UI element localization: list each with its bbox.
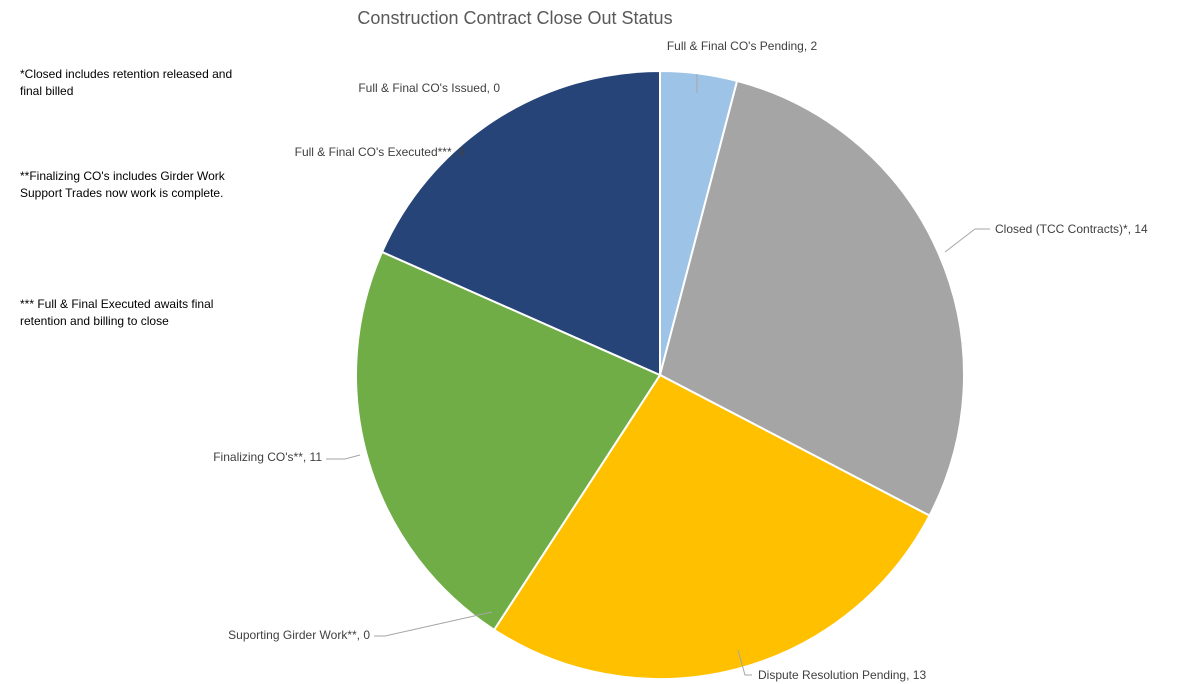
data-label: Full & Final CO's Issued, 0 <box>358 81 500 95</box>
leader-line <box>326 454 361 460</box>
footnote-executed: *** Full & Final Executed awaits final r… <box>20 297 214 328</box>
data-label: Full & Final CO's Executed***, 9 <box>295 145 466 159</box>
data-label: Full & Final CO's Pending, 2 <box>667 39 818 53</box>
pie-slice <box>658 79 965 517</box>
footnote-finalizing: **Finalizing CO's includes Girder Work S… <box>20 169 225 200</box>
pie-slice <box>355 250 662 632</box>
footnote-closed: *Closed includes retention released and … <box>20 67 233 98</box>
pie-slice <box>492 373 931 680</box>
data-label: Dispute Resolution Pending, 13 <box>758 668 926 682</box>
leader-line <box>944 228 990 253</box>
data-label: Finalizing CO's**, 11 <box>213 450 322 464</box>
leader-line <box>737 649 752 676</box>
data-label: Suporting Girder Work**, 0 <box>228 628 370 642</box>
data-label: Closed (TCC Contracts)*, 14 <box>995 222 1148 236</box>
chart-title: Construction Contract Close Out Status <box>357 8 673 28</box>
pie-slice <box>380 69 661 377</box>
leader-line <box>374 611 493 637</box>
